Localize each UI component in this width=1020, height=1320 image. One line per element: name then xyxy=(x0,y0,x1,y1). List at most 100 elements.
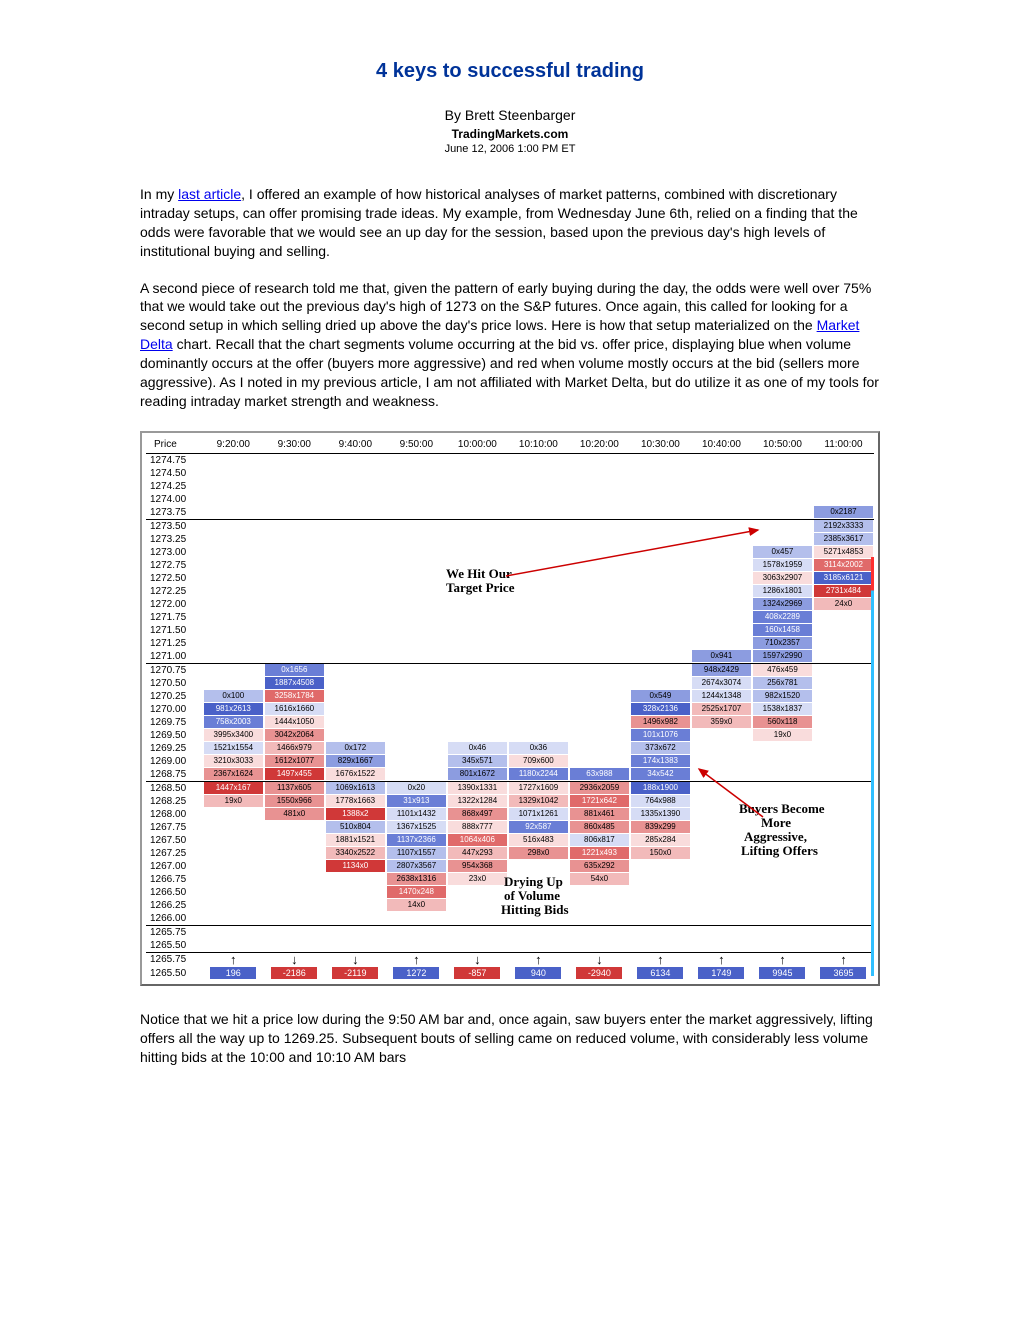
volume-cell xyxy=(264,821,325,834)
site-name: TradingMarkets.com xyxy=(140,127,880,141)
volume-cell xyxy=(569,677,630,690)
volume-cell: 1069x1613 xyxy=(325,781,386,795)
price-label: 1269.25 xyxy=(146,742,203,755)
volume-cell: 2936x2059 xyxy=(569,781,630,795)
volume-cell xyxy=(447,939,508,953)
volume-cell: 2638x1316 xyxy=(386,873,447,886)
volume-cell xyxy=(691,637,752,650)
volume-cell xyxy=(569,939,630,953)
volume-cell xyxy=(447,925,508,939)
volume-cell xyxy=(386,585,447,598)
volume-cell: 174x1383 xyxy=(630,755,691,768)
volume-cell xyxy=(447,886,508,899)
text: A second piece of research told me that,… xyxy=(140,280,871,334)
volume-cell: 447x293 xyxy=(447,847,508,860)
volume-cell: 3210x3033 xyxy=(203,755,264,768)
volume-cell xyxy=(813,925,874,939)
volume-cell: 1727x1609 xyxy=(508,781,569,795)
direction-arrow: ↑ xyxy=(508,952,569,967)
volume-cell: 1137x2366 xyxy=(386,834,447,847)
volume-cell: 860x485 xyxy=(569,821,630,834)
volume-cell xyxy=(630,559,691,572)
volume-cell: 710x2357 xyxy=(752,637,813,650)
price-label: 1266.25 xyxy=(146,899,203,912)
volume-cell: 709x600 xyxy=(508,755,569,768)
price-label: 1274.00 xyxy=(146,493,203,506)
volume-cell xyxy=(264,912,325,926)
volume-cell: 806x817 xyxy=(569,834,630,847)
price-label: 1270.25 xyxy=(146,690,203,703)
volume-cell xyxy=(447,480,508,493)
volume-cell: 1538x1837 xyxy=(752,703,813,716)
volume-cell xyxy=(569,559,630,572)
volume-cell xyxy=(203,834,264,847)
text: In my xyxy=(140,186,178,202)
volume-cell xyxy=(508,690,569,703)
volume-cell xyxy=(264,637,325,650)
volume-cell xyxy=(264,611,325,624)
volume-cell xyxy=(630,546,691,559)
price-label: 1267.50 xyxy=(146,834,203,847)
volume-cell xyxy=(203,572,264,585)
volume-cell: 982x1520 xyxy=(752,690,813,703)
volume-cell: 1550x966 xyxy=(264,795,325,808)
volume-cell xyxy=(508,716,569,729)
volume-cell xyxy=(630,467,691,480)
volume-cell xyxy=(264,886,325,899)
volume-cell xyxy=(630,899,691,912)
volume-cell xyxy=(630,677,691,690)
volume-cell xyxy=(264,559,325,572)
volume-cell xyxy=(630,572,691,585)
volume-cell: 1244x1348 xyxy=(691,690,752,703)
volume-cell: 0x20 xyxy=(386,781,447,795)
volume-cell xyxy=(569,886,630,899)
delta-value: 1749 xyxy=(691,967,752,980)
volume-cell xyxy=(386,703,447,716)
volume-cell xyxy=(203,899,264,912)
volume-cell xyxy=(203,925,264,939)
volume-cell xyxy=(813,768,874,782)
volume-cell xyxy=(508,480,569,493)
volume-cell: 1612x1077 xyxy=(264,755,325,768)
volume-cell: 0x46 xyxy=(447,742,508,755)
volume-cell: 0x457 xyxy=(752,546,813,559)
volume-cell xyxy=(569,663,630,677)
delta-value: 940 xyxy=(508,967,569,980)
volume-cell xyxy=(203,886,264,899)
volume-cell xyxy=(325,729,386,742)
volume-cell xyxy=(447,729,508,742)
volume-cell xyxy=(630,453,691,467)
volume-cell xyxy=(691,533,752,546)
volume-cell xyxy=(630,533,691,546)
volume-cell xyxy=(264,533,325,546)
volume-cell xyxy=(386,663,447,677)
volume-cell: 868x497 xyxy=(447,808,508,821)
volume-cell xyxy=(813,690,874,703)
volume-cell: 19x0 xyxy=(203,795,264,808)
volume-cell xyxy=(325,611,386,624)
volume-cell xyxy=(325,598,386,611)
volume-cell xyxy=(630,637,691,650)
volume-cell xyxy=(569,572,630,585)
volume-cell xyxy=(264,899,325,912)
volume-cell xyxy=(813,480,874,493)
dateline: June 12, 2006 1:00 PM ET xyxy=(140,143,880,155)
volume-cell: 0x100 xyxy=(203,690,264,703)
volume-cell: 3340x2522 xyxy=(325,847,386,860)
volume-cell xyxy=(447,533,508,546)
last-article-link[interactable]: last article xyxy=(178,186,241,202)
volume-cell xyxy=(813,729,874,742)
price-label: 1268.75 xyxy=(146,768,203,782)
volume-cell xyxy=(325,624,386,637)
volume-cell xyxy=(203,873,264,886)
volume-cell xyxy=(447,467,508,480)
volume-cell xyxy=(508,611,569,624)
volume-cell xyxy=(630,886,691,899)
volume-cell xyxy=(203,546,264,559)
volume-cell xyxy=(325,519,386,533)
volume-cell: 1597x2990 xyxy=(752,650,813,664)
volume-cell xyxy=(508,729,569,742)
volume-cell xyxy=(203,663,264,677)
volume-cell: 1390x1331 xyxy=(447,781,508,795)
volume-cell xyxy=(813,795,874,808)
